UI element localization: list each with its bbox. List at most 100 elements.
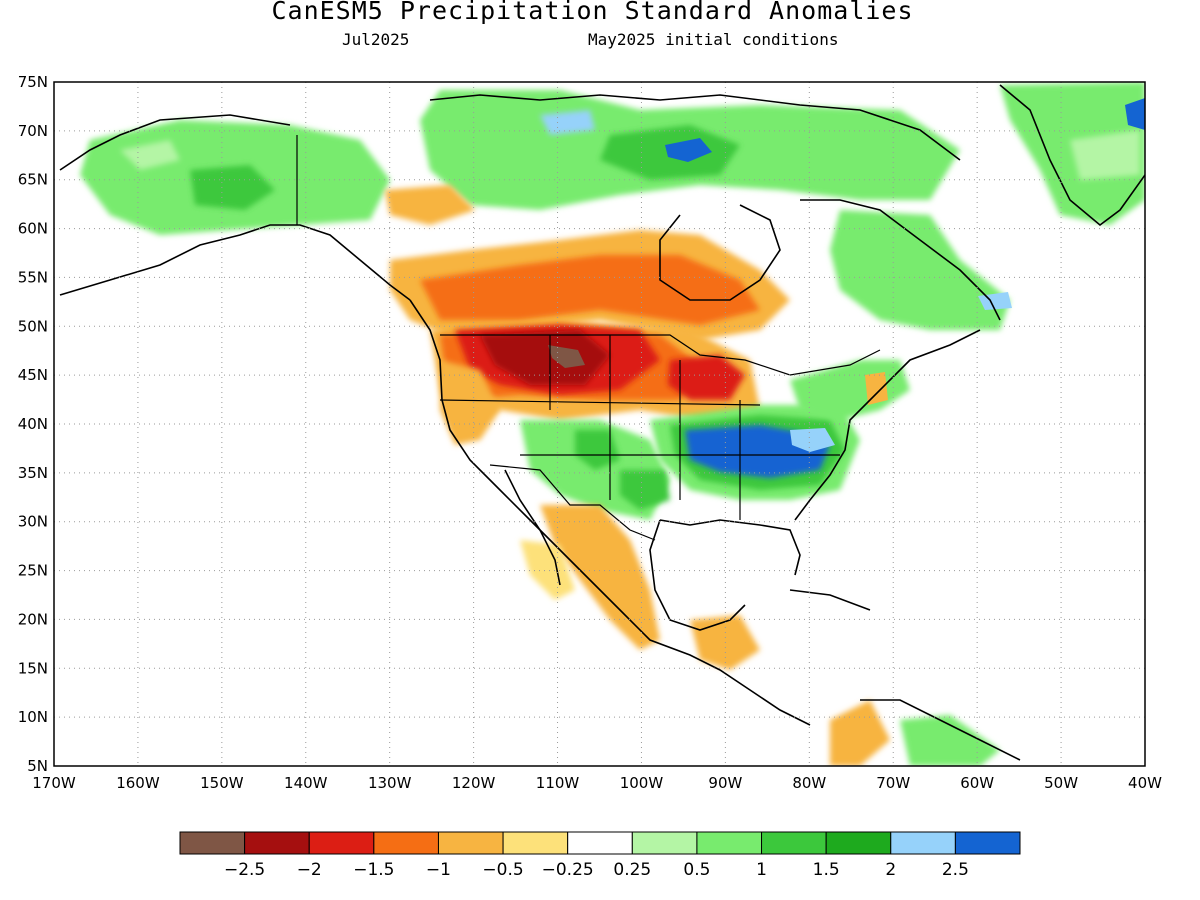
anomaly-wet-southwest-core <box>575 430 620 470</box>
lat-label: 60N <box>18 220 48 238</box>
border-us-mexico <box>489 464 656 541</box>
lon-label: 50W <box>1044 774 1078 792</box>
legend-label: 0.5 <box>683 860 710 880</box>
legend-label: −2.5 <box>224 860 265 880</box>
legend-label: 2.5 <box>942 860 969 880</box>
anomaly-drier-canada <box>420 255 760 325</box>
lon-label: 40W <box>1128 774 1162 792</box>
lon-label: 60W <box>960 774 994 792</box>
legend-label: 0.25 <box>613 860 651 880</box>
coastline-gulf <box>659 519 801 576</box>
border-us-canada <box>440 334 881 376</box>
map-frame <box>53 81 1146 767</box>
lat-label: 75N <box>18 73 48 91</box>
legend-swatch <box>890 831 956 855</box>
lat-label: 55N <box>18 268 48 286</box>
coastline-labrador <box>800 199 1001 321</box>
legend-label: −0.5 <box>482 860 523 880</box>
coastlines <box>59 84 1145 761</box>
anomaly-very-wet-greenland <box>1125 98 1145 130</box>
anomaly-wet-quebec <box>830 210 1010 330</box>
coastline-alaska <box>59 224 411 301</box>
lon-label: 90W <box>708 774 742 792</box>
lat-label: 65N <box>18 171 48 189</box>
lat-label: 30N <box>18 513 48 531</box>
legend-label: −0.25 <box>542 860 594 880</box>
legend-label: 1.5 <box>813 860 840 880</box>
legend-swatch <box>502 831 569 855</box>
anomaly-light-wet-alaska <box>120 140 180 170</box>
lat-label: 45N <box>18 366 48 384</box>
legend-swatch <box>761 831 827 855</box>
coastline-hudson-bay <box>659 204 781 301</box>
legend-swatch <box>825 831 892 855</box>
legend-label: −2 <box>297 860 322 880</box>
lon-label: 130W <box>368 774 412 792</box>
legend-swatch <box>696 831 763 855</box>
legend-label: −1 <box>426 860 451 880</box>
lat-label: 40N <box>18 415 48 433</box>
legend-swatch <box>373 831 439 855</box>
border-states-1 <box>439 399 761 406</box>
legend-swatch <box>179 831 246 855</box>
lat-label: 5N <box>27 757 48 775</box>
anomaly-wet-venezuela <box>900 715 1000 766</box>
lat-label: 70N <box>18 122 48 140</box>
lon-label: 160W <box>116 774 160 792</box>
latitude-labels: 75N 70N 65N 60N 55N 50N 45N 40N 35N 30N 25N 20N 15N 1… <box>18 73 48 775</box>
anomaly-dry-colombia <box>830 700 890 766</box>
lon-label: 110W <box>536 774 580 792</box>
anomaly-dry-upper-midwest <box>668 355 745 400</box>
valid-month-label: Jul2025 <box>342 30 410 49</box>
legend-swatch <box>954 831 1021 855</box>
lon-label: 150W <box>200 774 244 792</box>
legend-swatch <box>567 831 633 855</box>
longitude-labels: 170W 160W 150W 140W 130W 120W 110W 100W 90W 80W 70… <box>32 774 1162 792</box>
coastline-alaska-north <box>59 114 291 171</box>
legend-label: 2 <box>885 860 896 880</box>
anomaly-very-wet-arctic <box>540 110 595 135</box>
anomaly-light-greenland <box>1070 130 1140 180</box>
legend-swatch <box>437 831 504 855</box>
coastline-cuba <box>789 589 871 611</box>
coastline-baja <box>504 469 561 586</box>
coastline-west-coast <box>409 299 811 726</box>
map-title: CanESM5 Precipitation Standard Anomalies <box>271 0 914 25</box>
color-legend: −2.5 −2 −1.5 −1 −0.5 −0.25 0.25 0.5 1 1.5 2 2.5 <box>179 831 1021 880</box>
legend-swatch <box>308 831 375 855</box>
anomaly-wet-carolinas <box>790 428 835 452</box>
lat-label: 15N <box>18 659 48 677</box>
lon-label: 80W <box>792 774 826 792</box>
anomaly-wet-northeast <box>790 360 910 420</box>
anomaly-wet-alaska-core <box>190 165 275 210</box>
initial-conditions-label: May2025 initial conditions <box>588 30 839 49</box>
coastline-arctic-islands <box>429 94 961 161</box>
anomaly-wet-texas <box>620 470 670 510</box>
anomaly-dry-nwt <box>385 185 475 225</box>
lon-label: 100W <box>620 774 664 792</box>
lat-label: 35N <box>18 464 48 482</box>
anomaly-light-dry-mexico <box>520 540 575 600</box>
legend-swatch <box>244 831 310 855</box>
coastline-mexico-gulf <box>649 519 746 631</box>
lon-label: 140W <box>284 774 328 792</box>
legend-label: −1.5 <box>353 860 394 880</box>
lat-label: 25N <box>18 562 48 580</box>
anomaly-wet-greenland <box>1000 82 1145 225</box>
legend-label: 1 <box>756 860 767 880</box>
lat-label: 20N <box>18 610 48 628</box>
coastline-east-coast <box>794 329 981 521</box>
graticule <box>54 82 1145 766</box>
lat-label: 10N <box>18 708 48 726</box>
anomaly-very-wet-baffin <box>665 138 712 162</box>
coastline-south-america <box>860 699 1021 761</box>
lat-label: 50N <box>18 317 48 335</box>
anomaly-dry-newengland <box>865 372 888 405</box>
anomaly-dry-mexico <box>540 505 660 650</box>
lon-label: 170W <box>32 774 76 792</box>
anomaly-extreme-dry-montana <box>480 330 610 385</box>
coastline-greenland <box>999 84 1145 227</box>
lon-label: 70W <box>876 774 910 792</box>
anomaly-max-dry-core <box>548 345 585 368</box>
